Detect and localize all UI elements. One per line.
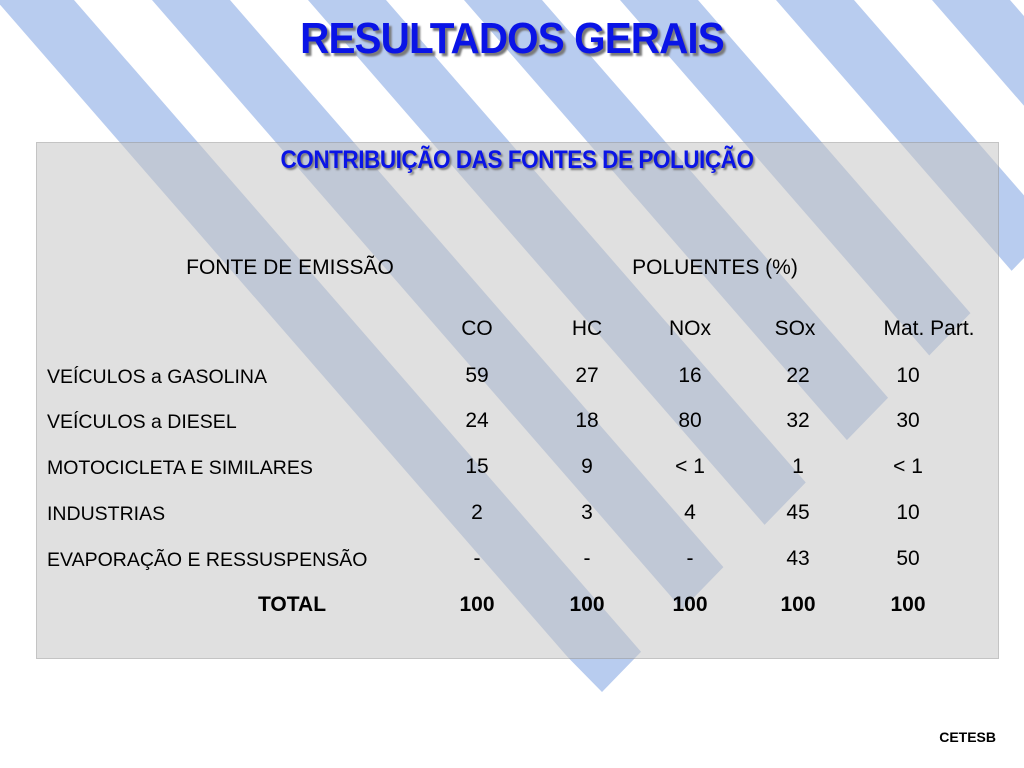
table-cell: < 1 [893, 455, 923, 478]
table-cell: < 1 [675, 455, 705, 478]
table-cell: 80 [678, 409, 702, 432]
table-cell: 24 [465, 409, 489, 432]
table-panel [36, 142, 999, 659]
column-header: HC [571, 317, 603, 340]
table-cell: 16 [678, 364, 702, 387]
row-label: VEÍCULOS a GASOLINA [47, 366, 267, 388]
table-cell: 15 [465, 455, 489, 478]
column-header: SOx [774, 317, 816, 340]
table-cell: 30 [896, 409, 920, 432]
row-label: MOTOCICLETA E SIMILARES [47, 457, 313, 479]
total-label: TOTAL [257, 593, 327, 616]
table-cell: 22 [786, 364, 810, 387]
table-cell: 10 [896, 364, 920, 387]
table-cell: 18 [575, 409, 599, 432]
row-label: INDUSTRIAS [47, 503, 166, 525]
table-cell: - [686, 547, 694, 570]
footer-credit: CETESB [939, 729, 996, 745]
table-cell: 50 [896, 547, 920, 570]
table-cell: 45 [786, 501, 810, 524]
table-cell: - [583, 547, 591, 570]
table-cell: 59 [465, 364, 489, 387]
total-cell: 100 [569, 593, 605, 616]
column-header: Mat. Part. [883, 317, 975, 340]
table-cell: 32 [786, 409, 810, 432]
table-cell: 10 [896, 501, 920, 524]
total-cell: 100 [780, 593, 816, 616]
column-header: CO [461, 317, 493, 340]
table-cell: - [473, 547, 481, 570]
total-cell: 100 [672, 593, 708, 616]
row-label: EVAPORAÇÃO E RESSUSPENSÃO [47, 549, 368, 571]
source-header: FONTE DE EMISSÃO [186, 256, 394, 279]
table-cell: 2 [471, 501, 483, 524]
table-cell: 4 [684, 501, 696, 524]
total-cell: 100 [459, 593, 495, 616]
column-header: NOx [669, 317, 711, 340]
table-subtitle: CONTRIBUIÇÃO DAS FONTES DE POLUIÇÃO [280, 146, 754, 174]
row-label: VEÍCULOS a DIESEL [47, 411, 237, 433]
table-cell: 3 [581, 501, 593, 524]
table-cell: 43 [786, 547, 810, 570]
table-cell: 1 [792, 455, 804, 478]
table-cell: 9 [581, 455, 593, 478]
pollutants-header: POLUENTES (%) [632, 256, 798, 279]
page-title: RESULTADOS GERAIS [300, 14, 725, 63]
table-cell: 27 [575, 364, 599, 387]
total-cell: 100 [890, 593, 926, 616]
